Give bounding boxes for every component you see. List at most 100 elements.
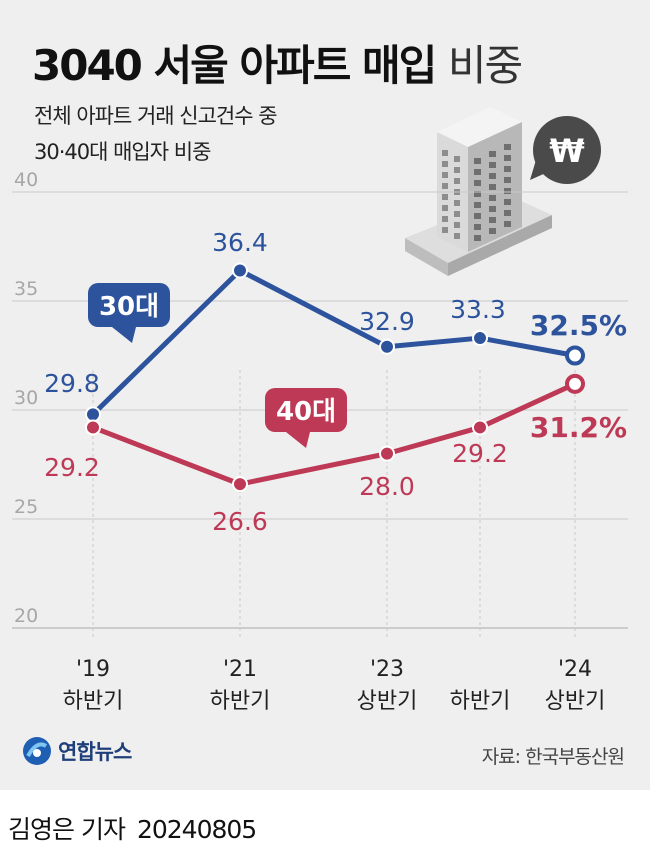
building-window <box>504 199 511 205</box>
building-window <box>489 228 496 234</box>
y-tick-label: 40 <box>14 169 38 191</box>
x-tick-label: 하반기 <box>450 689 511 714</box>
building-window <box>489 195 496 201</box>
building-window <box>454 178 460 184</box>
building-window <box>504 210 511 216</box>
yonhap-logo: 연합뉴스 <box>22 736 132 766</box>
building-window <box>474 191 481 197</box>
building-window <box>474 169 481 175</box>
subtitle-line-2: 30·40대 매입자 비중 <box>34 140 211 164</box>
data-label: 33.3 <box>450 295 506 324</box>
data-label: 32.9 <box>359 307 415 336</box>
y-tick-label: 35 <box>14 278 38 300</box>
building-window <box>489 173 496 179</box>
data-point <box>472 419 488 436</box>
building-window <box>474 158 481 164</box>
building-window <box>504 177 511 183</box>
data-label: 29.2 <box>44 453 100 482</box>
data-point <box>565 345 585 366</box>
building-window <box>454 233 460 239</box>
building-window <box>474 202 481 208</box>
data-label: 29.2 <box>452 439 508 468</box>
data-label: 28.0 <box>359 472 415 501</box>
data-labels: 29.8 36.4 32.9 33.3 32.5% 29.2 26.6 28.0 29.2 31.… <box>44 228 627 536</box>
legend-callouts: 30대 40대 <box>88 283 347 448</box>
callout-bubble <box>88 283 170 327</box>
logo-text: 연합뉴스 <box>58 740 132 764</box>
y-tick-label: 25 <box>14 496 38 518</box>
data-point <box>472 330 488 347</box>
data-point <box>565 373 585 394</box>
building-window <box>474 224 481 230</box>
byline: 김영은 기자 20240805 <box>8 810 257 846</box>
x-tick-label: 하반기 <box>210 689 271 714</box>
x-tick-label: 상반기 <box>545 689 606 714</box>
byline-author: 김영은 기자 <box>8 815 126 844</box>
won-speech-bubble-icon: ₩ <box>530 116 601 184</box>
line-chart: ₩ 20 25 30 35 40 '19 하반기 '21 하반기 '23 상반기 하반기 '24 상반기… <box>12 107 628 714</box>
byline-date: 20240805 <box>136 815 257 844</box>
y-tick-label: 30 <box>14 387 38 409</box>
svg-text:₩: ₩ <box>549 132 584 170</box>
title-main: 3040 서울 아파트 매입 <box>32 41 437 90</box>
data-label: 36.4 <box>212 228 268 257</box>
y-tick-label: 20 <box>14 605 38 627</box>
building-window <box>504 144 511 150</box>
data-point <box>379 338 395 355</box>
callout-tail <box>286 432 310 448</box>
x-tick-label: '24 <box>558 657 592 682</box>
building-window <box>442 227 448 233</box>
data-label: 31.2% <box>530 411 627 444</box>
building-window <box>442 150 448 156</box>
building-window <box>442 183 448 189</box>
building-window <box>474 180 481 186</box>
building-window <box>489 151 496 157</box>
source-note: 자료: 한국부동산원 <box>481 746 625 768</box>
building-window <box>442 194 448 200</box>
x-tick-label: '21 <box>223 657 257 682</box>
yonhap-logo-icon <box>23 737 51 765</box>
data-label: 26.6 <box>212 507 268 536</box>
building-window <box>442 172 448 178</box>
series-layer <box>85 262 585 493</box>
legend-label: 40대 <box>276 397 336 427</box>
building-window <box>504 166 511 172</box>
x-tick-label: 상반기 <box>357 689 418 714</box>
x-tick-label: '23 <box>370 657 404 682</box>
data-point <box>232 476 248 493</box>
building-window <box>454 211 460 217</box>
building-window <box>454 222 460 228</box>
x-axis: '19 하반기 '21 하반기 '23 상반기 하반기 '24 상반기 <box>63 657 606 714</box>
chart-title: 3040 서울 아파트 매입 비중 <box>32 32 523 93</box>
data-point <box>85 419 101 436</box>
building-window <box>489 162 496 168</box>
building-window <box>442 161 448 167</box>
x-tick-label: 하반기 <box>63 689 124 714</box>
building-window <box>454 200 460 206</box>
building-window <box>442 205 448 211</box>
building-window <box>474 213 481 219</box>
callout-bubble <box>265 388 347 432</box>
building-window <box>474 235 481 241</box>
building-window <box>454 156 460 162</box>
building-window <box>454 167 460 173</box>
data-point <box>379 445 395 462</box>
building-window <box>504 155 511 161</box>
building-window <box>489 206 496 212</box>
building-window <box>442 216 448 222</box>
building-window <box>504 188 511 194</box>
building-window <box>504 221 511 227</box>
data-label: 32.5% <box>530 309 627 342</box>
subtitle-line-1: 전체 아파트 거래 신고건수 중 <box>34 104 278 128</box>
legend-label: 30대 <box>99 292 159 322</box>
data-point <box>232 262 248 279</box>
data-point <box>85 406 101 423</box>
callout-tail <box>112 327 136 343</box>
y-axis: 20 25 30 35 40 <box>14 169 38 627</box>
x-tick-label: '19 <box>76 657 110 682</box>
building-window <box>489 184 496 190</box>
data-label: 29.8 <box>44 369 100 398</box>
title-light: 비중 <box>447 41 523 90</box>
apartment-building-icon <box>405 107 552 276</box>
building-window <box>489 217 496 223</box>
